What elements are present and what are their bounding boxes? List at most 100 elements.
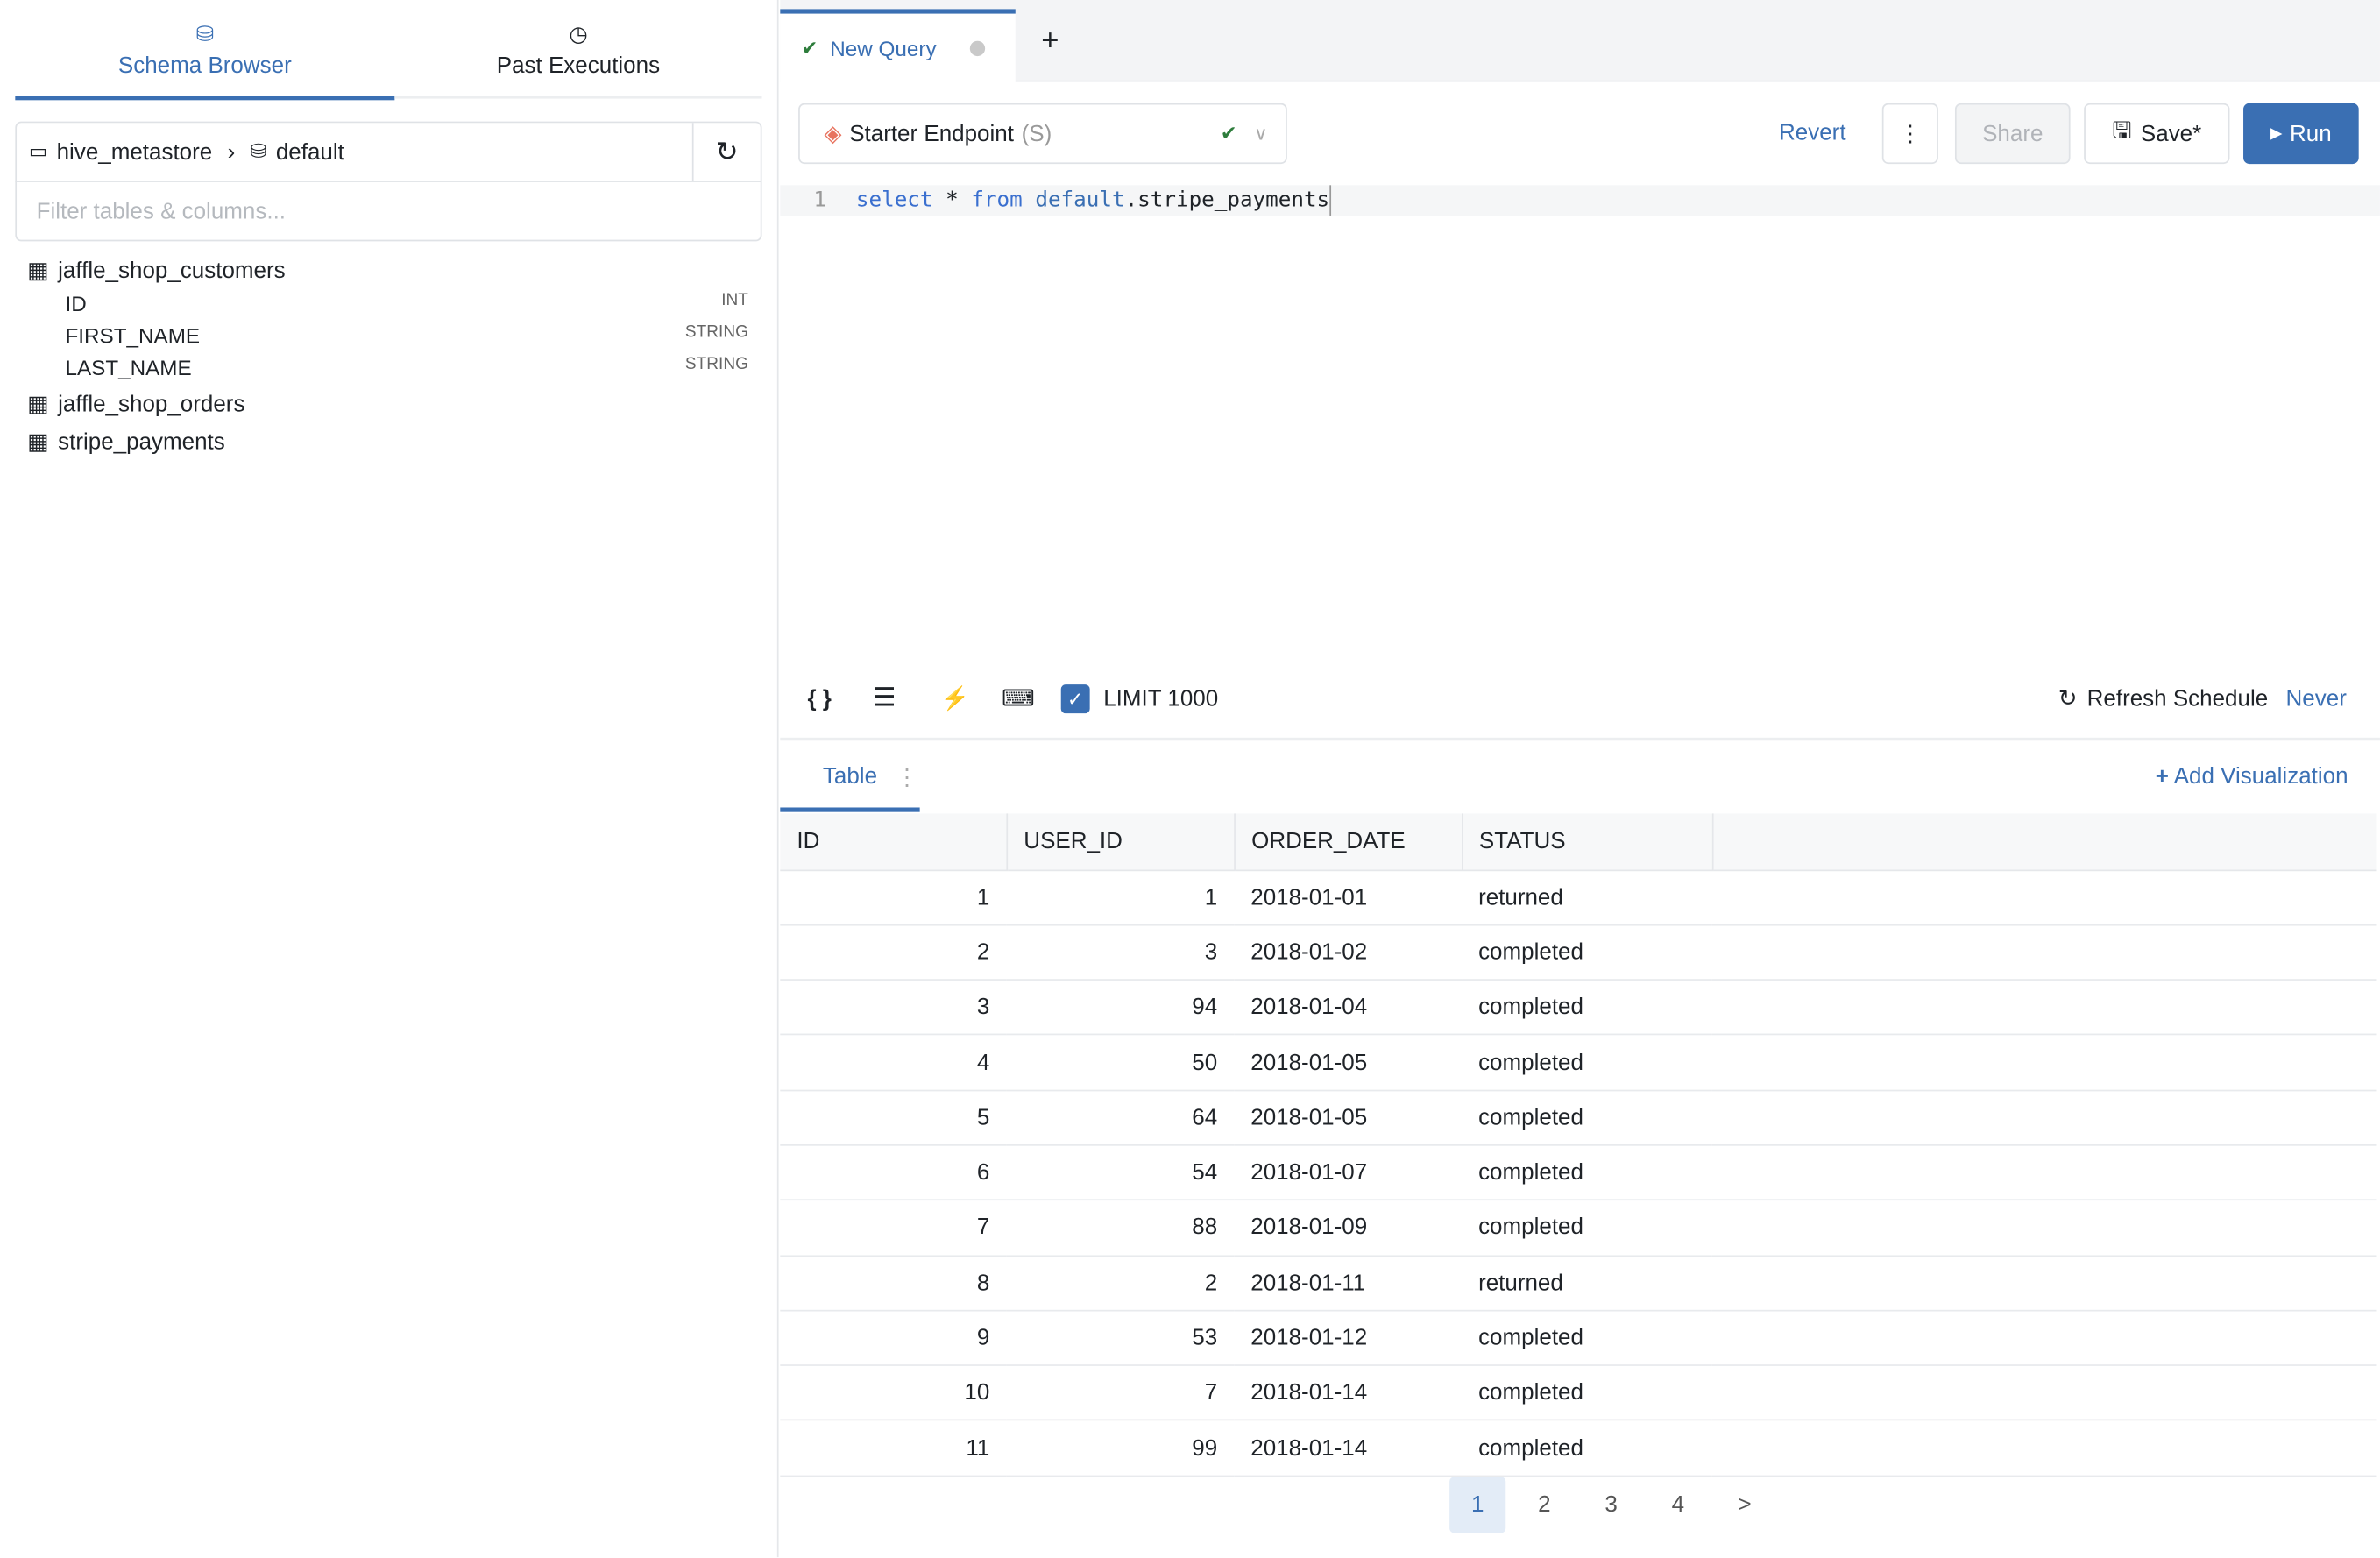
tab-new-query[interactable]: ✔ New Query xyxy=(780,9,1016,84)
refresh-icon: ↻ xyxy=(715,136,739,166)
history-icon: ◷ xyxy=(569,21,588,46)
column-header[interactable]: USER_ID xyxy=(1005,813,1235,871)
table-row: 1 1 2018-01-01 returned xyxy=(780,869,2377,926)
table-cell: completed xyxy=(1462,1200,1712,1257)
save-button[interactable]: 🖫 Save* xyxy=(2084,103,2230,165)
schema-sidebar: ⛁ Schema Browser ◷ Past Executions ▭ hiv… xyxy=(0,0,779,1558)
table-cell: 11 xyxy=(780,1420,1007,1477)
table-cell: completed xyxy=(1462,980,1712,1036)
add-tab-button[interactable]: + xyxy=(1041,24,1059,58)
table-row: 2 3 2018-01-02 completed xyxy=(780,924,2377,981)
breadcrumb-schema[interactable]: default xyxy=(275,138,344,165)
table-cell: completed xyxy=(1462,1144,1712,1201)
table-item[interactable]: ▦ jaffle_shop_customers xyxy=(27,257,286,284)
add-visualization-button[interactable]: + Add Visualization xyxy=(2155,763,2348,790)
table-row: 10 7 2018-01-14 completed xyxy=(780,1365,2377,1422)
unsaved-dot-icon xyxy=(969,40,986,57)
check-circle-icon: ✔ xyxy=(801,36,818,60)
table-cell: 2018-01-01 xyxy=(1234,869,1463,926)
tab-table[interactable]: Table xyxy=(780,753,920,812)
run-button[interactable]: ▶ Run xyxy=(2243,103,2359,165)
table-cell: 9 xyxy=(780,1310,1007,1367)
table-cell: 53 xyxy=(1006,1310,1235,1367)
table-cell: returned xyxy=(1462,1255,1712,1312)
table-cell: completed xyxy=(1462,1365,1712,1422)
table-cell: completed xyxy=(1462,1420,1712,1477)
table-cell: 4 xyxy=(780,1035,1007,1091)
table-cell: 2018-01-05 xyxy=(1234,1035,1463,1091)
keyboard-icon[interactable]: ⌨ xyxy=(1002,685,1035,712)
table-cell: 3 xyxy=(780,980,1007,1036)
table-cell: 2018-01-11 xyxy=(1234,1255,1463,1312)
catalog-icon: ▭ xyxy=(28,139,48,163)
sql-editor[interactable]: 1 select * from default.stripe_payments xyxy=(780,185,2380,216)
breadcrumb-catalog[interactable]: hive_metastore xyxy=(56,138,213,165)
table-cell: 7 xyxy=(780,1200,1007,1257)
lightning-icon[interactable]: ⚡ xyxy=(940,685,970,712)
filter-tables-input[interactable] xyxy=(15,181,762,242)
more-options-button[interactable]: ⋮ xyxy=(1881,103,1938,165)
page-button[interactable]: 3 xyxy=(1604,1491,1618,1519)
table-cell: 2 xyxy=(1006,1255,1235,1312)
table-row: 6 54 2018-01-07 completed xyxy=(780,1144,2377,1201)
column-item[interactable]: ID INT xyxy=(65,291,748,316)
limit-checkbox[interactable]: ✓ xyxy=(1060,683,1090,713)
table-icon: ▦ xyxy=(27,258,49,284)
format-braces-icon[interactable]: { } xyxy=(807,685,832,712)
query-editor-panel: ✔ New Query + ◈ Starter Endpoint (S) ✔ ∨… xyxy=(780,0,2380,1557)
play-icon: ▶ xyxy=(2270,124,2283,142)
database-icon: ⛁ xyxy=(195,21,214,46)
editor-line: select * from default.stripe_payments xyxy=(856,185,1331,216)
table-row: 3 94 2018-01-04 completed xyxy=(780,980,2377,1036)
table-cell: 2 xyxy=(780,924,1007,981)
table-cell: 2018-01-05 xyxy=(1234,1089,1463,1146)
page-button[interactable]: 1 xyxy=(1449,1477,1506,1533)
table-cell: 1 xyxy=(780,869,1007,926)
table-icon: ▦ xyxy=(27,429,49,456)
table-row: 4 50 2018-01-05 completed xyxy=(780,1035,2377,1091)
breadcrumb: ▭ hive_metastore › ⛁ default ↻ xyxy=(15,121,762,182)
refresh-schedule-value[interactable]: Never xyxy=(2285,685,2347,712)
refresh-schema-button[interactable]: ↻ xyxy=(691,123,761,181)
next-page-button[interactable]: > xyxy=(1738,1491,1752,1519)
table-cell: 54 xyxy=(1006,1144,1235,1201)
table-cell: 2018-01-14 xyxy=(1234,1420,1463,1477)
chevron-down-icon: ∨ xyxy=(1254,123,1268,145)
share-button[interactable]: Share xyxy=(1954,103,2071,165)
schema-icon: ⛁ xyxy=(250,139,267,163)
table-menu-icon[interactable]: ⋮ xyxy=(895,764,918,791)
table-cell: 2018-01-07 xyxy=(1234,1144,1463,1201)
table-cell: 5 xyxy=(780,1089,1007,1146)
tab-past-executions[interactable]: ◷ Past Executions xyxy=(394,0,762,99)
page-button[interactable]: 2 xyxy=(1538,1491,1551,1519)
endpoint-select[interactable]: ◈ Starter Endpoint (S) ✔ ∨ xyxy=(798,103,1287,165)
column-header[interactable]: ID xyxy=(780,813,1007,871)
refresh-schedule-icon: ↻ xyxy=(2058,685,2078,712)
page-button[interactable]: 4 xyxy=(1671,1491,1685,1519)
indent-icon[interactable]: ☰ xyxy=(872,683,896,712)
table-cell: 94 xyxy=(1006,980,1235,1036)
tab-schema-browser[interactable]: ⛁ Schema Browser xyxy=(15,0,395,101)
table-cell: 7 xyxy=(1006,1365,1235,1422)
table-cell: returned xyxy=(1462,869,1712,926)
results-table: ID USER_ID ORDER_DATE STATUS 1 1 2018-01-0… xyxy=(780,813,2377,1477)
table-row: 7 88 2018-01-09 completed xyxy=(780,1200,2377,1257)
table-item[interactable]: ▦ stripe_payments xyxy=(27,428,225,456)
table-cell: completed xyxy=(1462,1035,1712,1091)
plus-icon: + xyxy=(2155,763,2169,790)
table-cell: 88 xyxy=(1006,1200,1235,1257)
table-cell: 10 xyxy=(780,1365,1007,1422)
table-cell: 2018-01-12 xyxy=(1234,1310,1463,1367)
table-cell: 1 xyxy=(1006,869,1235,926)
check-circle-icon: ✔ xyxy=(1220,121,1237,145)
table-icon: ▦ xyxy=(27,391,49,418)
table-item[interactable]: ▦ jaffle_shop_orders xyxy=(27,391,245,418)
column-header[interactable]: STATUS xyxy=(1461,813,1712,871)
table-row: 11 99 2018-01-14 completed xyxy=(780,1420,2377,1477)
table-cell: 6 xyxy=(780,1144,1007,1201)
table-cell: 2018-01-04 xyxy=(1234,980,1463,1036)
column-item[interactable]: LAST_NAME STRING xyxy=(65,355,748,380)
column-item[interactable]: FIRST_NAME STRING xyxy=(65,322,748,348)
revert-button[interactable]: Revert xyxy=(1779,119,1846,146)
column-header[interactable]: ORDER_DATE xyxy=(1233,813,1463,871)
